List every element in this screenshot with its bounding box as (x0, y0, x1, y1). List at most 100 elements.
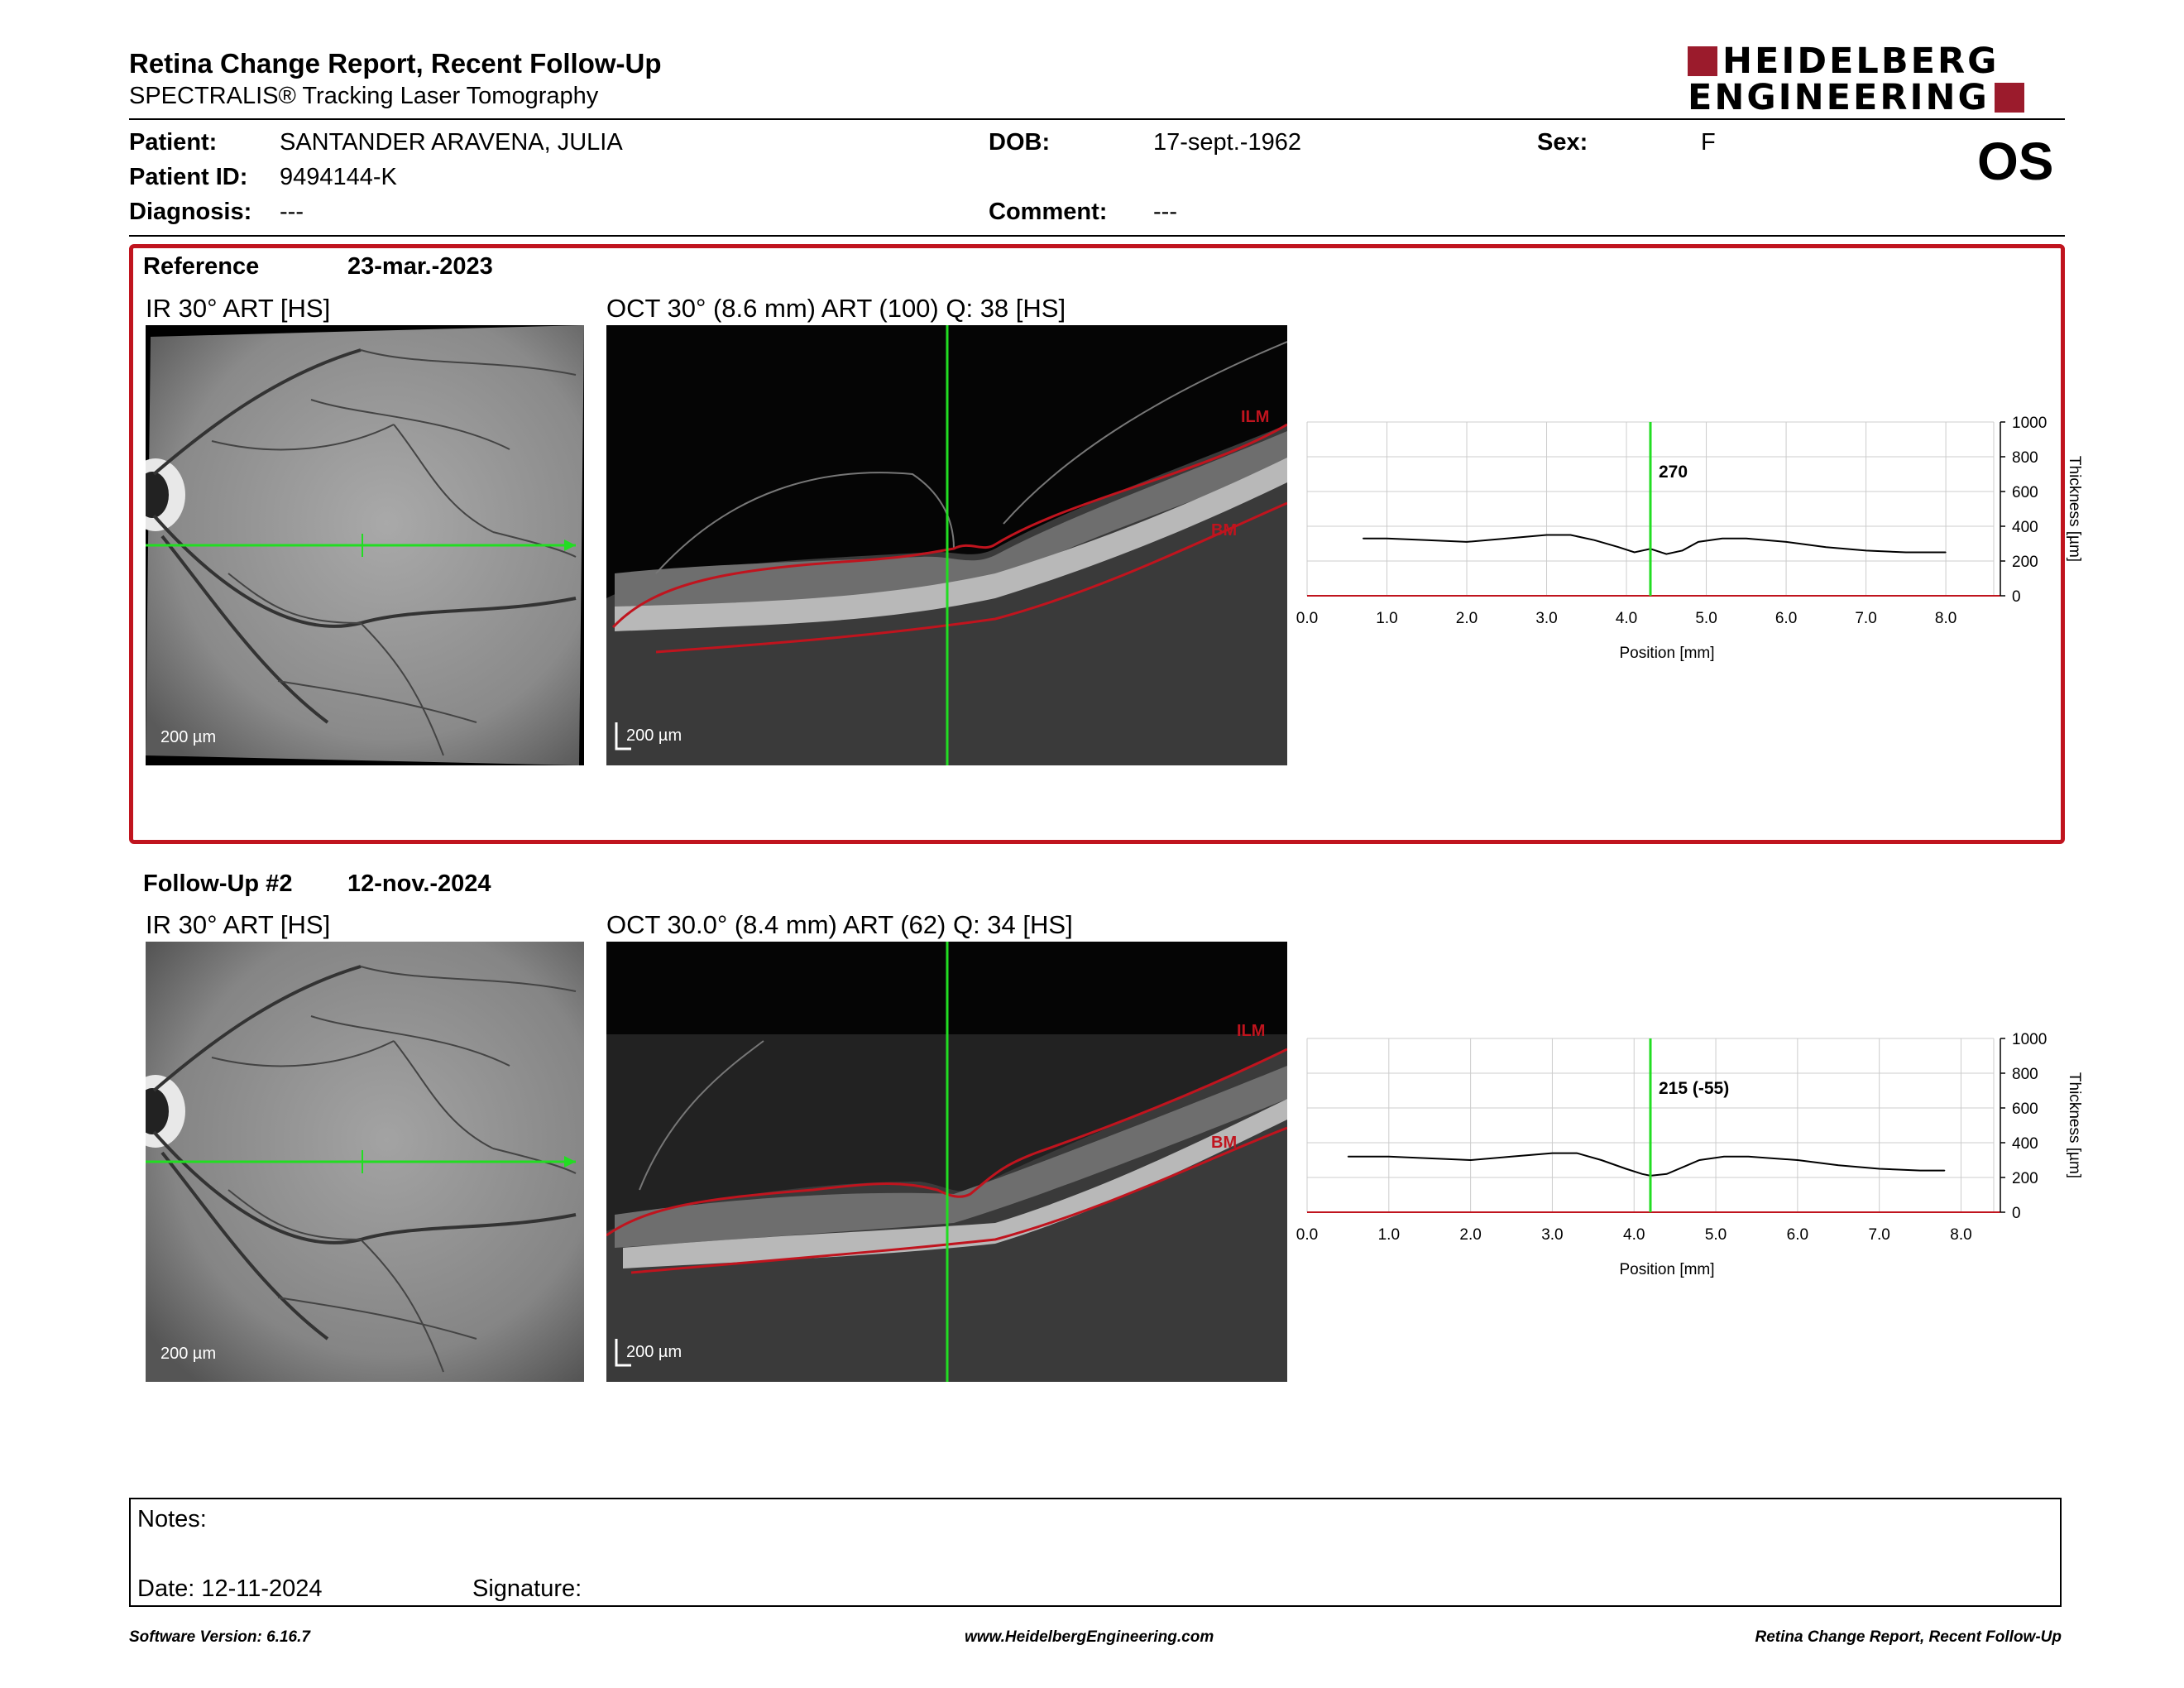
reference-bm-tag: BM (1211, 521, 1238, 539)
dob-value: 17-sept.-1962 (1153, 129, 1301, 156)
reference-box (129, 244, 2065, 844)
x-axis-label: Position [mm] (1619, 1261, 1714, 1278)
x-tick-label: 4.0 (1623, 1226, 1645, 1244)
y-tick-label: 400 (2012, 519, 2038, 536)
x-axis-label: Position [mm] (1619, 645, 1714, 662)
thickness-point (1723, 1156, 1725, 1158)
thickness-point (1426, 539, 1428, 541)
thickness-point (1601, 1159, 1602, 1161)
thickness-point (1944, 1170, 1946, 1172)
thickness-point (1825, 546, 1827, 548)
marker-value-label: 270 (1659, 463, 1688, 482)
eye-indicator: OS (1977, 132, 2054, 191)
y-tick-label: 600 (2012, 484, 2038, 501)
patient-divider (129, 235, 2065, 237)
x-tick-label: 5.0 (1695, 610, 1717, 627)
y-tick-label: 400 (2012, 1135, 2038, 1153)
marker-value-label: 215 (-55) (1659, 1079, 1729, 1098)
thickness-series-line (1348, 1152, 1945, 1177)
thickness-point (1698, 1159, 1700, 1161)
x-tick-label: 0.0 (1296, 1226, 1318, 1244)
x-tick-label: 4.0 (1616, 610, 1637, 627)
y-tick-label: 0 (2012, 588, 2021, 606)
x-tick-label: 1.0 (1376, 610, 1397, 627)
logo-row-2: ENGINEERING (1688, 79, 2068, 116)
y-tick-label: 800 (2012, 449, 2038, 467)
x-tick-label: 8.0 (1935, 610, 1956, 627)
diagnosis-value: --- (280, 199, 304, 225)
thickness-point (1506, 538, 1507, 539)
patient-value: SANTANDER ARAVENA, JULIA (280, 129, 623, 156)
x-tick-label: 5.0 (1705, 1226, 1727, 1244)
comment-label: Comment: (989, 199, 1108, 225)
thickness-point (1919, 1170, 1921, 1172)
dob-label: DOB: (989, 129, 1051, 156)
x-tick-label: 6.0 (1787, 1226, 1808, 1244)
thickness-series-line (1363, 534, 1947, 555)
y-axis-label: Thickness [µm] (2066, 1072, 2083, 1178)
followup-oct-label: OCT 30.0° (8.4 mm) ART (62) Q: 34 [HS] (606, 910, 1073, 939)
thickness-point (1945, 551, 1947, 554)
notes-label: Notes: (137, 1506, 207, 1532)
followup-bm-tag: BM (1211, 1134, 1238, 1152)
thickness-point (1682, 1166, 1684, 1168)
x-tick-label: 7.0 (1855, 610, 1876, 627)
signature-label: Signature: (472, 1575, 582, 1602)
y-tick-label: 200 (2012, 554, 2038, 571)
y-tick-label: 800 (2012, 1066, 2038, 1083)
x-tick-label: 3.0 (1541, 1226, 1563, 1244)
followup-oct-scale: 200 µm (626, 1343, 682, 1361)
date-label: Date: 12-11-2024 (137, 1575, 323, 1602)
thickness-point (1617, 546, 1619, 548)
footer-software: Software Version: 6.16.7 (129, 1628, 310, 1646)
followup-oct-image (606, 942, 1287, 1382)
x-tick-label: 8.0 (1950, 1226, 1971, 1244)
y-axis-label: Thickness [µm] (2066, 456, 2083, 562)
logo-square-icon (1994, 83, 2024, 113)
footer-report: Retina Change Report, Recent Follow-Up (1755, 1628, 2062, 1646)
report-title: Retina Change Report, Recent Follow-Up (129, 48, 662, 79)
thickness-point (1666, 1173, 1668, 1175)
thickness-point (1747, 1156, 1750, 1158)
thickness-point (1388, 1156, 1390, 1158)
reference-ir-scale: 200 µm (160, 728, 217, 746)
x-tick-label: 2.0 (1456, 610, 1478, 627)
y-tick-label: 600 (2012, 1101, 2038, 1118)
thickness-point (1905, 551, 1907, 554)
reference-oct-scale: 200 µm (626, 727, 682, 745)
logo-line-2: ENGINEERING (1688, 77, 1990, 118)
reference-oct-label: OCT 30° (8.6 mm) ART (100) Q: 38 [HS] (606, 294, 1066, 323)
y-tick-label: 200 (2012, 1170, 2038, 1187)
x-tick-label: 6.0 (1775, 610, 1797, 627)
reference-ir-image (146, 325, 584, 765)
reference-date: 23-mar.-2023 (347, 253, 493, 280)
footer-website[interactable]: www.HeidelbergEngineering.com (965, 1628, 1214, 1646)
logo-square-icon (1688, 46, 1717, 76)
followup-ir-scale: 200 µm (160, 1345, 217, 1363)
report-subtitle: SPECTRALIS® Tracking Laser Tomography (129, 83, 599, 109)
reference-oct-image (606, 325, 1287, 765)
y-tick-label: 0 (2012, 1205, 2021, 1222)
thickness-point (1634, 551, 1636, 554)
patient-id-label: Patient ID: (129, 164, 248, 190)
notes-box: Notes: Date: 12-11-2024 Signature: (129, 1498, 2062, 1607)
x-tick-label: 0.0 (1296, 610, 1318, 627)
x-tick-label: 2.0 (1459, 1226, 1481, 1244)
reference-ir-label: IR 30° ART [HS] (146, 294, 331, 323)
logo-row-1: HEIDELBERG (1688, 43, 2068, 79)
thickness-point (1466, 541, 1468, 543)
logo-line-1: HEIDELBERG (1722, 41, 2000, 82)
sex-label: Sex: (1537, 129, 1588, 156)
patient-id-value: 9494144-K (280, 164, 397, 190)
followup-ilm-tag: ILM (1237, 1022, 1266, 1040)
thickness-point (1837, 1164, 1839, 1166)
y-tick-label: 1000 (2012, 415, 2047, 432)
patient-label: Patient: (129, 129, 218, 156)
header-divider (129, 118, 2065, 120)
followup-date: 12-nov.-2024 (347, 870, 491, 897)
x-tick-label: 7.0 (1868, 1226, 1889, 1244)
thickness-point (1785, 541, 1787, 543)
followup-thickness-chart: 0.0 1.0 2.0 3.0 4.0 5.0 6.0 7.0 8.0 0 200 400 600 800… (1296, 1031, 2083, 1278)
comment-value: --- (1153, 199, 1177, 225)
x-tick-label: 3.0 (1535, 610, 1557, 627)
